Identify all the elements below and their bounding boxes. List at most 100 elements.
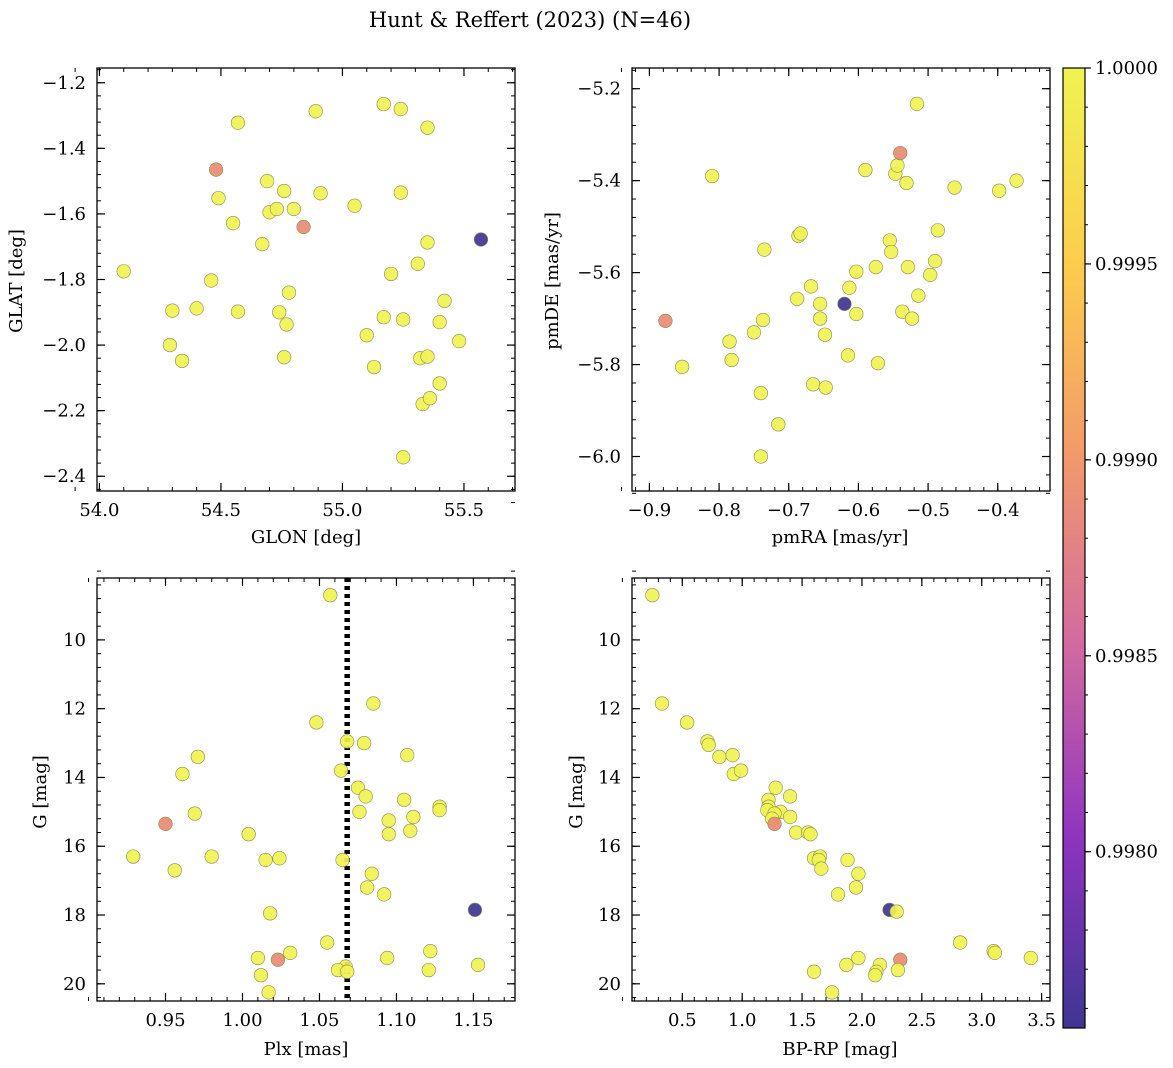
scatter-point: [211, 191, 226, 206]
x-tick-label: −0.8: [697, 500, 741, 521]
scatter-point: [947, 180, 962, 195]
scatter-point: [806, 964, 822, 979]
scatter-point: [645, 588, 660, 603]
scatter-point: [437, 293, 452, 308]
scatter-point: [352, 804, 367, 819]
scatter-point: [803, 279, 819, 294]
scatter-point: [767, 816, 782, 831]
x-axis-label: Plx [mas]: [264, 1039, 349, 1060]
scatter-point: [899, 175, 914, 191]
y-tick-label: −2.2: [42, 401, 86, 422]
y-tick-label: 18: [598, 905, 621, 926]
scatter-point: [890, 962, 905, 978]
scatter-point: [230, 304, 246, 319]
scatter-point: [283, 945, 298, 960]
x-axis-label: BP-RP [mag]: [782, 1039, 897, 1060]
scatter-point: [1023, 950, 1038, 966]
scatter-point: [930, 223, 945, 238]
scatter-point: [782, 789, 798, 804]
scatter-point: [837, 296, 852, 311]
scatter-point: [722, 334, 737, 349]
scatter-point: [376, 310, 391, 325]
y-tick-label: 18: [63, 905, 86, 926]
y-tick-label: −1.8: [42, 270, 86, 291]
scatter-point: [277, 350, 292, 365]
scatter-point: [158, 816, 173, 831]
scatter-point: [400, 748, 415, 763]
x-tick-label: 0.5: [668, 1010, 697, 1031]
scatter-point: [840, 852, 855, 868]
scatter-point: [705, 168, 720, 184]
scatter-point: [757, 242, 772, 257]
scatter-point: [893, 145, 908, 161]
scatter-point: [1009, 173, 1024, 188]
scatter-point: [396, 450, 411, 465]
scatter-point: [162, 337, 178, 353]
scatter-point: [174, 353, 190, 368]
scatter-point: [241, 827, 256, 842]
scatter-point: [420, 349, 435, 364]
scatter-point: [381, 813, 396, 828]
scatter-point: [380, 950, 395, 966]
scatter-point: [270, 952, 286, 967]
scatter-point: [403, 823, 418, 838]
scatter-point: [830, 887, 846, 902]
scatter-point: [308, 104, 323, 119]
scatter-point: [701, 737, 716, 752]
scatter-point: [473, 232, 489, 247]
scatter-point: [320, 935, 335, 950]
scatter-point: [803, 827, 818, 842]
scatter-point: [357, 735, 372, 751]
scatter-point: [260, 174, 275, 189]
scatter-point: [366, 359, 382, 375]
x-tick-label: −0.7: [767, 500, 811, 521]
scatter-point: [782, 809, 798, 825]
scatter-point: [281, 285, 297, 300]
y-tick-label: 16: [63, 836, 86, 857]
scatter-point: [911, 288, 926, 303]
scatter-point: [250, 950, 265, 966]
scatter-point: [755, 312, 771, 328]
scatter-point: [818, 380, 833, 395]
panel-glon-glat: GLON [deg] GLAT [deg] 54.0 54.5 55.0 55.5 −2…: [6, 67, 516, 548]
scatter-point: [753, 449, 768, 464]
scatter-point: [383, 266, 399, 282]
scatter-point: [340, 734, 355, 749]
colorbar-gradient: [1062, 67, 1086, 1029]
y-tick-label: −1.4: [42, 138, 86, 159]
scatter-point: [858, 162, 873, 178]
scatter-point: [771, 417, 786, 432]
y-axis-label: GLAT [deg]: [6, 229, 27, 333]
scatter-point: [793, 226, 808, 241]
scatter-point: [309, 715, 324, 730]
scatter-point: [347, 198, 362, 213]
scatter-point: [204, 273, 219, 288]
scatter-point: [423, 944, 438, 959]
y-tick-label: 10: [598, 630, 621, 651]
scatter-point: [279, 317, 294, 332]
scatter-point: [175, 766, 190, 782]
scatter-point: [724, 352, 739, 368]
scatter-point: [208, 162, 224, 177]
axes-frame: [631, 577, 1051, 1002]
x-tick-label: −0.4: [976, 500, 1020, 521]
scatter-point: [746, 325, 762, 340]
scatter-point: [187, 806, 202, 821]
scatter-point: [840, 348, 856, 363]
scatter-point: [167, 863, 182, 878]
x-axis-label: pmRA [mas/yr]: [772, 527, 909, 548]
scatter-point: [900, 259, 915, 275]
scatter-point: [335, 852, 350, 868]
scatter-point: [904, 311, 920, 326]
scatter-point: [258, 852, 273, 868]
y-tick-label: −2.4: [42, 466, 86, 487]
scatter-point: [851, 950, 866, 966]
scatter-point: [432, 376, 447, 391]
x-tick-label: 54.0: [79, 500, 119, 521]
scatter-point: [675, 359, 690, 374]
scatter-point: [126, 849, 141, 864]
panel-plx-g: Plx [mas] G [mag] 0.95 1.00 1.05 1.10 1.15 10…: [30, 570, 516, 1060]
y-tick-label: 12: [63, 699, 86, 720]
scatter-point: [190, 749, 205, 764]
scatter-point: [420, 235, 435, 250]
